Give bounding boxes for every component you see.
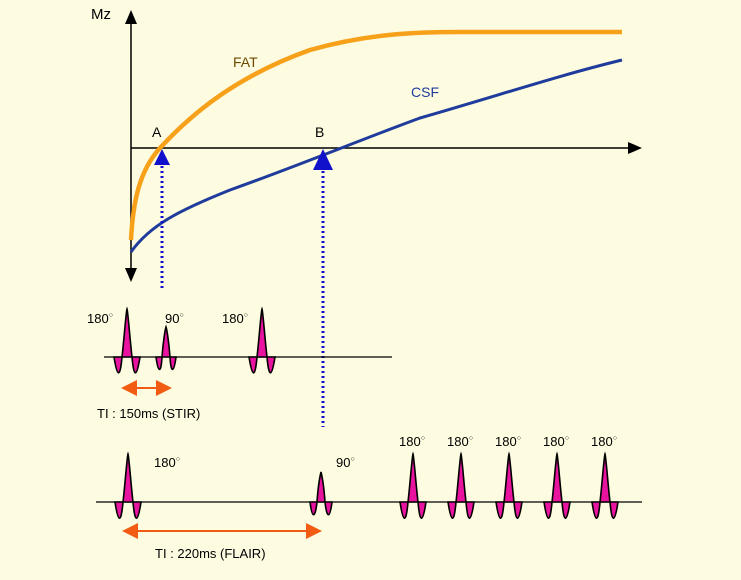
flair-train-label-2: 180○ [447,434,473,449]
stir-pulse-180-first [113,306,141,374]
flair-train-label-4: 180○ [543,434,569,449]
stir-pulse-180-second [248,306,276,374]
flair-pulse-90 [309,471,333,516]
flair-train-pulse-2 [447,451,475,519]
flair-train-pulse-1 [399,451,427,519]
flair-train-label-3: 180○ [495,434,521,449]
flair-pulse-180 [114,451,142,519]
flair-train-pulse-3 [495,451,523,519]
flair-pulse-label-1: 180○ [154,455,180,470]
flair-ti-label: TI : 220ms (FLAIR) [155,546,266,561]
flair-refocusing-train: 180○ 180○ 180○ 180○ 180○ [399,434,619,519]
null-point-b-label: B [315,124,324,140]
y-axis-down-arrowhead [125,268,137,282]
stir-pulse-90 [155,324,177,371]
time-axis [131,142,642,154]
y-axis-label: Mz [91,6,111,23]
csf-curve [129,58,623,253]
flair-pulse-label-2: 90○ [336,455,355,470]
flair-train-label-5: 180○ [591,434,617,449]
flair-train-pulse-5 [591,451,619,519]
mz-axis [125,10,137,282]
fat-curve [128,29,622,241]
flair-train-pulse-4 [543,451,571,519]
y-axis-up-arrowhead [125,10,137,24]
fat-label: FAT [233,54,258,70]
stir-pulse-label-3: 180○ [222,311,248,326]
flair-train-label-1: 180○ [399,434,425,449]
null-point-a-label: A [152,124,162,140]
null-point-b-marker [313,149,333,170]
stir-pulse-label-2: 90○ [165,311,184,326]
stir-ti-label: TI : 150ms (STIR) [97,406,200,421]
x-axis-arrowhead [628,142,642,154]
csf-label: CSF [411,84,439,100]
stir-pulse-label-1: 180○ [87,311,113,326]
null-point-a-marker [154,149,170,165]
